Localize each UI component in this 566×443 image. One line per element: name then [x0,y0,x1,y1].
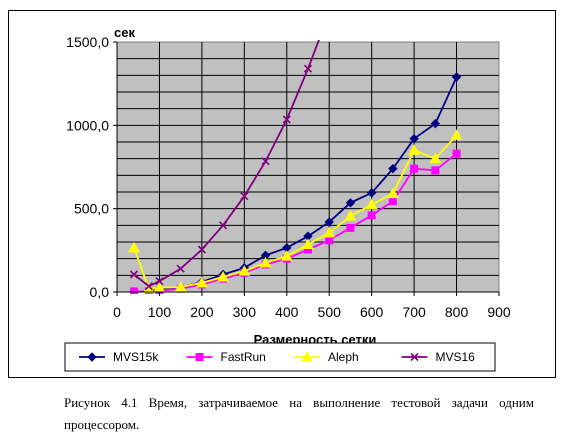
legend-label-fastrun: FastRun [221,350,266,364]
y-tick-label: 1500,0 [66,34,109,50]
x-tick-label: 500 [318,304,342,320]
data-point-fastrun [325,236,334,245]
x-tick-label: 300 [233,304,257,320]
legend-marker-mvs16 [410,352,419,362]
data-point-aleph [408,144,420,155]
data-point-aleph [238,265,251,276]
figure-caption: Рисунок 4.1 Время, затрачиваемое на выпо… [64,395,534,432]
x-tick-label: 700 [402,304,426,320]
data-point-mvs16 [303,64,313,73]
data-point-aleph [365,198,378,209]
data-point-aleph [450,129,463,140]
data-point-mvs15k [366,188,377,198]
y-tick-label: 1000,0 [66,117,109,133]
legend-label-mvs16: MVS16 [436,350,476,364]
data-point-mvs16 [176,264,185,273]
data-point-fastrun [388,197,397,206]
data-point-mvs16 [129,270,139,279]
y-tick-label: 500,0 [74,201,109,217]
data-point-fastrun [410,164,419,173]
legend-marker-mvs15k [87,352,97,362]
x-tick-label: 900 [487,304,511,320]
data-point-aleph [302,238,314,249]
data-point-mvs15k [451,72,462,82]
legend-item-mvs15k: MVS15k [79,350,159,364]
data-point-fastrun [367,211,376,220]
data-point-aleph [174,280,187,292]
plot-area [116,41,500,293]
data-point-aleph [128,241,140,253]
data-point-aleph [280,250,293,261]
legend-label-mvs15k: MVS15k [113,350,159,364]
data-point-mvs16 [240,192,249,201]
data-point-mvs15k [430,118,441,129]
x-tick-label: 800 [445,304,469,320]
data-point-mvs15k [409,133,419,144]
data-point-aleph [429,152,442,164]
data-point-mvs16 [197,245,206,254]
x-tick-label: 0 [113,304,121,320]
data-point-mvs15k [324,217,334,227]
legend-item-mvs16: MVS16 [401,350,476,364]
data-point-aleph [217,270,229,282]
legend-marker-fastrun [195,353,204,361]
data-point-mvs16 [155,277,164,286]
data-point-aleph [259,256,272,268]
x-tick-label: 400 [275,304,299,320]
data-point-fastrun [346,223,355,232]
data-point-fastrun [452,149,461,158]
data-point-mvs15k [388,163,398,174]
data-point-aleph [196,276,208,288]
x-tick-label: 600 [360,304,384,320]
legend-item-aleph: Aleph [294,350,359,364]
y-tick-label: 0,0 [90,284,110,300]
data-point-mvs16 [261,157,270,166]
series-mvs16 [129,40,320,291]
data-point-fastrun [431,166,440,175]
legend-item-fastrun: FastRun [186,350,266,364]
data-point-aleph [323,226,336,238]
data-point-aleph [344,210,357,221]
data-point-aleph [387,187,399,199]
x-tick-label: 200 [190,304,214,320]
data-point-mvs16 [219,221,228,230]
data-point-mvs16 [282,115,291,124]
data-point-mvs16 [144,282,153,291]
y-axis-title: сек [114,25,135,40]
data-point-mvs15k [345,198,356,208]
chart: 0 100 200 300 400 500 600 700 800 900 0,0 500,0 1000… [64,25,511,372]
legend-marker-aleph [301,350,313,362]
legend-label-aleph: Aleph [328,350,359,364]
x-tick-label: 100 [148,304,172,320]
